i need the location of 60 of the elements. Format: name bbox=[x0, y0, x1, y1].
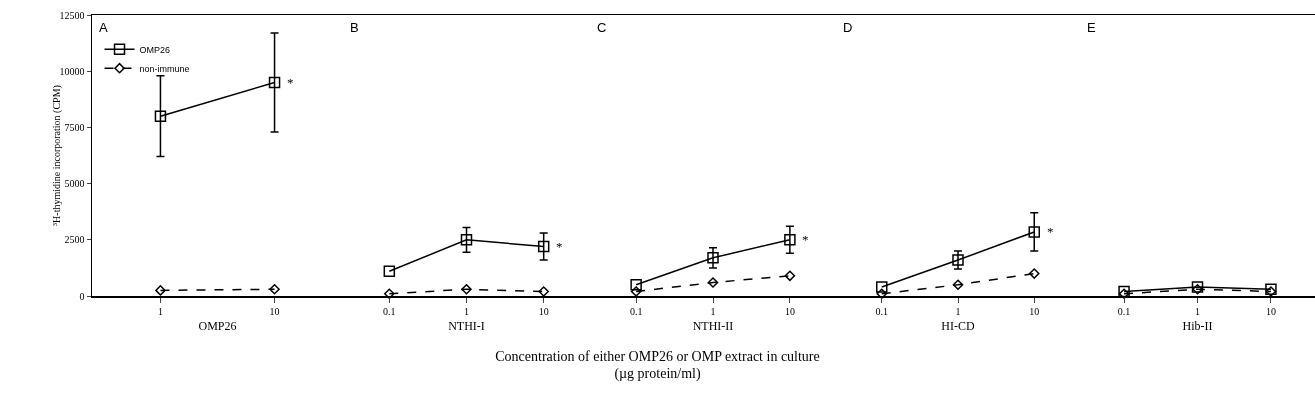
x-axis-title: NTHI-II bbox=[692, 319, 734, 334]
point bbox=[461, 283, 472, 295]
y-tick-label: 7500 bbox=[64, 121, 85, 133]
point bbox=[707, 252, 719, 264]
x-tick-label: 0.1 bbox=[1117, 305, 1131, 317]
x-axis-title: Hib-II bbox=[1182, 319, 1213, 334]
point bbox=[876, 281, 888, 293]
x-tick-label: 1 bbox=[710, 305, 716, 317]
annotation: * bbox=[802, 232, 809, 247]
x-tick-label: 1 bbox=[955, 305, 961, 317]
point bbox=[952, 254, 964, 266]
x-tick-label: 1 bbox=[1195, 305, 1200, 317]
point bbox=[630, 279, 642, 291]
point bbox=[154, 110, 167, 122]
point bbox=[538, 286, 549, 297]
point bbox=[268, 76, 281, 89]
x-tick-label: 10 bbox=[1265, 305, 1276, 317]
chart-title: A bbox=[99, 20, 108, 35]
x-tick-label: 10 bbox=[538, 305, 549, 317]
legend-label: non-immune bbox=[139, 63, 190, 74]
x-tick-label: 0.1 bbox=[629, 305, 643, 317]
x-tick-label: 10 bbox=[269, 305, 280, 317]
y-tick-label: 12500 bbox=[59, 9, 85, 21]
x-tick-label: 0.1 bbox=[383, 305, 396, 317]
point bbox=[784, 234, 796, 246]
text: Concentration of either OMP26 or OMP extract in culture (µg protein/ml) bbox=[494, 348, 821, 382]
point bbox=[269, 283, 280, 295]
point bbox=[460, 234, 473, 246]
point bbox=[707, 277, 719, 288]
y-tick-label: 10000 bbox=[59, 65, 85, 77]
x-tick-label: 1 bbox=[157, 305, 163, 317]
y-tick-label: 5000 bbox=[64, 178, 85, 190]
point bbox=[952, 279, 964, 291]
point bbox=[155, 285, 166, 296]
y-tick-label: 0 bbox=[79, 290, 85, 302]
x-axis-title: OMP26 bbox=[198, 319, 237, 334]
point bbox=[630, 286, 642, 297]
point bbox=[384, 288, 395, 300]
annotation: * bbox=[1047, 224, 1054, 239]
chart-title: D bbox=[843, 20, 853, 35]
y-tick-label: 2500 bbox=[64, 234, 85, 246]
x-tick-label: 10 bbox=[784, 305, 795, 317]
point bbox=[784, 270, 796, 282]
point bbox=[876, 288, 888, 300]
legend-label: OMP26 bbox=[139, 44, 171, 55]
annotation: * bbox=[556, 239, 563, 254]
x-tick-label: 1 bbox=[464, 305, 469, 317]
point bbox=[1028, 226, 1040, 238]
y-axis-title: ³H-thymidine incorporation (CPM) bbox=[50, 85, 63, 226]
chart-title: E bbox=[1087, 20, 1096, 35]
annotation: * bbox=[287, 75, 294, 90]
point bbox=[537, 240, 550, 253]
point bbox=[383, 265, 396, 278]
point bbox=[1028, 268, 1040, 279]
x-tick-label: 10 bbox=[1029, 305, 1040, 317]
x-axis-title: NTHI-I bbox=[448, 319, 485, 334]
chart-title: B bbox=[350, 20, 359, 35]
x-tick-label: 0.1 bbox=[875, 305, 888, 317]
chart-title: C bbox=[597, 20, 607, 35]
x-axis-title: HI-CD bbox=[941, 319, 975, 334]
